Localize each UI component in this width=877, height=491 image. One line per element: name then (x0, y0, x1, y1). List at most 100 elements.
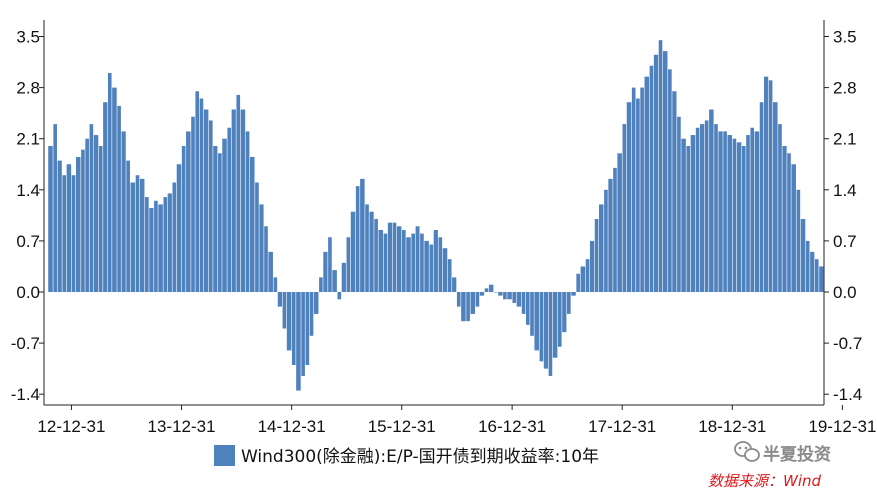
bar (378, 229, 384, 292)
bar (387, 222, 393, 292)
y-tick-label-left: 2.8 (16, 79, 40, 98)
x-tick-label: 15-12-31 (368, 417, 436, 436)
bar (658, 40, 663, 293)
y-tick-label-left: 3.5 (16, 28, 40, 47)
bar (222, 138, 227, 292)
bar (75, 156, 81, 292)
bar (548, 292, 553, 376)
bar (81, 149, 85, 292)
bar (589, 240, 595, 292)
bar (787, 153, 791, 292)
bar (145, 197, 149, 292)
bar (218, 153, 222, 292)
x-tick-label: 16-12-31 (478, 417, 546, 436)
bar (181, 146, 186, 292)
bar (130, 182, 136, 292)
y-axis-left-ticks: 3.5 2.8 2.1 1.4 0.7 0.0 -0.7 -1.4 (11, 28, 44, 404)
y-tick-label-left: -0.7 (11, 334, 40, 353)
bar (323, 251, 328, 292)
bar (598, 204, 604, 292)
x-tick-label: 19-12-31 (808, 417, 876, 436)
bar (369, 211, 374, 292)
bar (255, 182, 259, 292)
bar (640, 87, 644, 292)
bar (461, 292, 466, 322)
bar (617, 153, 622, 292)
watermark-text: 半夏投资 (763, 444, 831, 465)
x-tick-label: 12-12-31 (37, 417, 105, 436)
bar (355, 186, 360, 292)
bar (539, 292, 544, 362)
bar (653, 54, 659, 292)
y-tick-label-right: 0.0 (833, 283, 857, 302)
bar (158, 204, 163, 292)
watermark: 半夏投资 (734, 441, 831, 465)
legend-swatch (214, 445, 235, 466)
bar (203, 109, 209, 292)
bar (557, 292, 562, 347)
bar (695, 127, 700, 292)
bar (301, 292, 305, 376)
plot-frame (43, 20, 825, 406)
bar (704, 120, 709, 292)
bar (208, 120, 213, 292)
bar (227, 127, 232, 292)
bar (526, 292, 530, 325)
bar (649, 65, 654, 292)
bar (319, 277, 323, 292)
bar (411, 233, 415, 292)
legend-label: Wind300(除金融):E/P-国开债到期收益率:10年 (241, 447, 599, 467)
bar (718, 131, 723, 292)
y-tick-label-right: 3.5 (833, 28, 857, 47)
source-note: 数据来源：Wind (708, 472, 822, 490)
bar (470, 292, 476, 314)
bar (494, 292, 498, 293)
bar (328, 237, 332, 292)
bar (452, 277, 457, 292)
bar (107, 73, 112, 292)
bar (567, 292, 571, 314)
y-tick-label-left: 0.0 (16, 283, 40, 302)
bar (773, 102, 778, 292)
bar (709, 109, 714, 292)
bar (313, 292, 319, 314)
bar (402, 229, 406, 292)
bar (690, 135, 696, 292)
y-tick-label-right: 0.7 (833, 232, 857, 251)
bar (350, 211, 356, 292)
bar (305, 292, 310, 365)
bar (121, 131, 126, 292)
bar (754, 131, 760, 292)
bar (365, 204, 369, 292)
bar (498, 292, 503, 296)
bar (337, 292, 342, 300)
bar (291, 292, 296, 365)
bar (406, 237, 411, 292)
bar (245, 131, 250, 292)
bar (346, 237, 351, 292)
bar (186, 131, 191, 292)
bar (723, 131, 727, 292)
bar (341, 262, 346, 292)
bar (800, 219, 806, 292)
bar (429, 244, 434, 292)
bar (195, 91, 200, 292)
bar (552, 292, 558, 358)
y-tick-label-left: 1.4 (16, 181, 40, 200)
bar (433, 229, 438, 292)
bar (631, 87, 636, 292)
bar (608, 178, 613, 292)
bar (424, 240, 429, 292)
bar (626, 102, 632, 292)
bar (534, 292, 539, 351)
bar (475, 292, 480, 307)
bar (332, 270, 337, 292)
bar (681, 138, 686, 292)
bar (636, 98, 640, 292)
bar (763, 76, 769, 293)
bar (746, 135, 750, 292)
y-tick-label-right: 2.1 (833, 130, 857, 149)
bar (93, 135, 99, 292)
legend: Wind300(除金融):E/P-国开债到期收益率:10年 (214, 445, 599, 467)
